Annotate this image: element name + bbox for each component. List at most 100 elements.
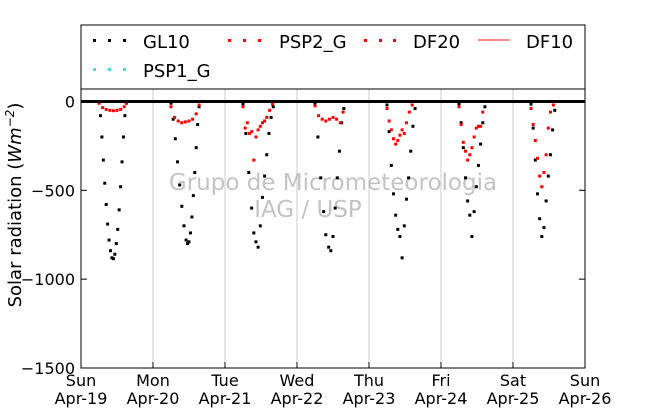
x-tick-date: Apr-22: [271, 389, 324, 408]
point-gl10: [481, 121, 485, 125]
point-gl10: [402, 224, 406, 228]
point-psp2-g: [254, 135, 258, 139]
point-psp2-g: [180, 121, 184, 125]
point-gl10: [540, 234, 544, 238]
point-psp2-g: [472, 135, 476, 139]
point-psp2-g: [260, 121, 264, 125]
point-psp2-g: [327, 117, 331, 121]
point-psp2-g: [463, 149, 467, 153]
point-gl10: [331, 234, 335, 238]
point-psp2-g: [187, 119, 191, 123]
vertical-grid: [152, 89, 514, 368]
x-tick-day: Fri: [431, 371, 450, 390]
point-psp2-g: [479, 124, 483, 128]
point-psp2-g: [268, 108, 272, 112]
point-gl10: [113, 252, 117, 256]
point-gl10: [551, 128, 555, 132]
point-gl10: [267, 131, 271, 135]
point-gl10: [186, 242, 190, 246]
point-gl10: [269, 115, 273, 119]
point-gl10: [459, 121, 463, 125]
y-tick-label: −1500: [21, 359, 75, 378]
point-gl10: [103, 181, 107, 185]
point-psp2-g: [104, 107, 108, 111]
point-gl10: [256, 245, 260, 249]
point-gl10: [404, 197, 408, 201]
x-tick-day: Sun: [570, 371, 600, 390]
point-gl10: [171, 117, 175, 121]
point-gl10: [247, 171, 251, 175]
point-gl10: [258, 224, 262, 228]
point-psp2-g: [394, 142, 398, 146]
point-gl10: [407, 176, 411, 180]
point-gl10: [546, 174, 550, 178]
point-psp2-g: [551, 103, 555, 107]
series-layer: [97, 100, 557, 261]
point-gl10: [197, 105, 201, 109]
point-psp2-g: [183, 120, 187, 124]
point-psp2-g: [466, 158, 470, 162]
point-gl10: [107, 238, 111, 242]
point-gl10: [187, 240, 191, 244]
point-gl10: [342, 107, 346, 111]
point-gl10: [322, 210, 326, 214]
point-gl10: [324, 233, 328, 237]
point-psp2-g: [533, 139, 537, 143]
point-gl10: [119, 185, 123, 189]
point-psp2-g: [317, 114, 321, 118]
point-psp2-g: [387, 119, 391, 123]
point-gl10: [190, 215, 194, 219]
point-psp2-g: [241, 105, 245, 109]
point-psp2-g: [542, 171, 546, 175]
point-gl10: [538, 217, 542, 221]
legend: GL10 PSP2_G DF20 DF10 PSP1_G: [80, 24, 586, 90]
point-gl10: [116, 227, 120, 231]
y-tick-label: 0: [65, 92, 75, 111]
point-gl10: [196, 123, 200, 127]
point-gl10: [385, 103, 389, 107]
point-gl10: [120, 160, 124, 164]
watermark-line-1: Grupo de Micrometeorologia: [169, 170, 497, 196]
point-gl10: [476, 163, 480, 167]
point-psp2-g: [396, 139, 400, 143]
point-gl10: [411, 124, 415, 128]
point-gl10: [463, 176, 467, 180]
point-gl10: [529, 102, 533, 106]
point-gl10: [194, 146, 198, 150]
y-axis-label-close: ): [5, 103, 26, 110]
point-gl10: [470, 234, 474, 238]
point-gl10: [175, 160, 179, 164]
point-psp2-g: [400, 128, 404, 132]
point-gl10: [178, 183, 182, 187]
point-psp2-g: [115, 108, 119, 112]
point-psp2-g: [531, 123, 535, 127]
point-psp2-g: [119, 107, 123, 111]
point-gl10: [483, 105, 487, 109]
point-psp2-g: [391, 137, 395, 141]
point-psp2-g: [402, 131, 406, 135]
x-tick-day: Thu: [353, 371, 384, 390]
point-psp2-g: [540, 185, 544, 189]
point-gl10: [409, 149, 413, 153]
point-gl10: [319, 176, 323, 180]
legend-marker-psp1-g: [93, 68, 126, 71]
point-psp2-g: [457, 105, 461, 109]
y-ticks: 0 −500 −1000 −1500: [21, 92, 585, 378]
point-psp2-g: [176, 119, 180, 123]
point-psp2-g: [481, 110, 485, 114]
point-psp2-g: [476, 124, 480, 128]
legend-label-gl10: GL10: [143, 32, 190, 53]
point-psp2-g: [331, 115, 335, 119]
point-gl10: [193, 171, 197, 175]
point-psp2-g: [461, 140, 465, 144]
legend-marker-psp2-g: [228, 39, 261, 42]
watermark: Grupo de Micrometeorologia IAG / USP: [169, 170, 497, 223]
point-psp2-g: [265, 115, 269, 119]
point-gl10: [472, 210, 476, 214]
point-gl10: [250, 206, 254, 210]
point-gl10: [109, 249, 113, 253]
point-psp2-g: [535, 156, 539, 160]
legend-item-gl10: GL10: [93, 32, 190, 53]
x-tick-day: Mon: [136, 371, 170, 390]
